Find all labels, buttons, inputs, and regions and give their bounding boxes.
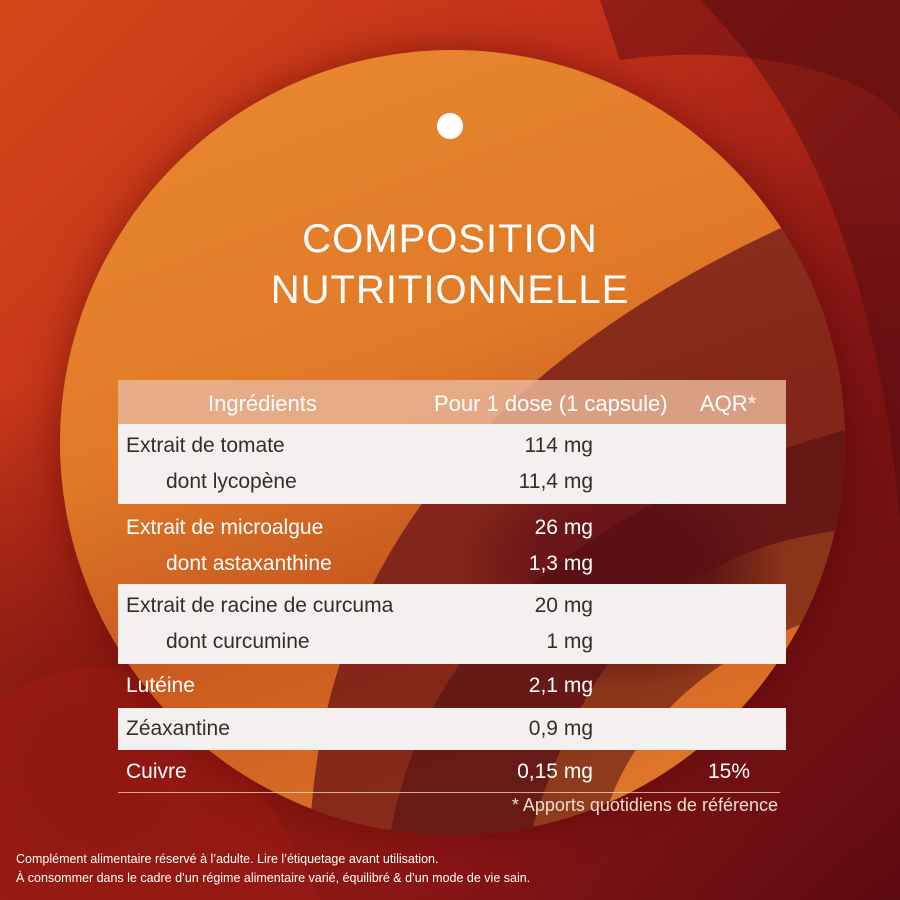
ingredient-value: 2,1 mg bbox=[528, 674, 593, 697]
ingredient-name: dont astaxanthine bbox=[166, 552, 332, 575]
table-row: Extrait de tomate 114 mg dont lycopène 1… bbox=[118, 424, 786, 504]
ingredient-value: 26 mg bbox=[534, 516, 593, 539]
header-aqr: AQR* bbox=[700, 391, 757, 416]
ingredient-value: 114 mg bbox=[524, 434, 594, 457]
ingredient-value: 1,3 mg bbox=[528, 552, 593, 575]
ingredient-name: dont curcumine bbox=[166, 630, 310, 653]
hanging-hole bbox=[437, 113, 463, 139]
ingredient-value: 11,4 mg bbox=[518, 470, 593, 493]
table-row: Extrait de racine de curcuma 20 mg dont … bbox=[118, 584, 786, 664]
page-title-line2: NUTRITIONNELLE bbox=[270, 268, 630, 312]
table-header: Ingrédients Pour 1 dose (1 capsule) AQR* bbox=[118, 380, 786, 424]
ingredient-name: Extrait de tomate bbox=[126, 434, 285, 457]
ingredient-name: Lutéine bbox=[126, 674, 195, 697]
ingredient-name: Extrait de racine de curcuma bbox=[126, 594, 394, 617]
header-dose: Pour 1 dose (1 capsule) bbox=[434, 391, 668, 416]
ingredient-value: 1 mg bbox=[546, 630, 593, 653]
ingredient-value: 0,15 mg bbox=[517, 760, 593, 783]
table-row: Zéaxantine 0,9 mg bbox=[118, 708, 786, 750]
aqr-footnote: * Apports quotidiens de référence bbox=[511, 795, 778, 815]
table-row: Lutéine 2,1 mg bbox=[118, 664, 786, 708]
page-title-line1: COMPOSITION bbox=[302, 217, 598, 261]
ingredient-value: 0,9 mg bbox=[528, 717, 593, 740]
ingredient-name: dont lycopène bbox=[166, 470, 297, 493]
legal-notice-line2: À consommer dans le cadre d’un régime al… bbox=[16, 871, 531, 885]
legal-notice-line1: Complément alimentaire réservé à l’adult… bbox=[16, 852, 439, 866]
composition-table: Ingrédients Pour 1 dose (1 capsule) AQR*… bbox=[118, 380, 786, 792]
ingredient-aqr: 15% bbox=[708, 760, 751, 783]
header-ingredients: Ingrédients bbox=[208, 391, 317, 416]
table-row: Extrait de microalgue 26 mg dont astaxan… bbox=[118, 504, 786, 584]
table-row: Cuivre 0,15 mg 15% bbox=[118, 750, 786, 792]
ingredient-name: Cuivre bbox=[126, 760, 187, 783]
ingredient-value: 20 mg bbox=[534, 594, 593, 617]
ingredient-name: Zéaxantine bbox=[126, 717, 230, 740]
table-divider bbox=[118, 792, 780, 793]
ingredient-name: Extrait de microalgue bbox=[126, 516, 324, 539]
